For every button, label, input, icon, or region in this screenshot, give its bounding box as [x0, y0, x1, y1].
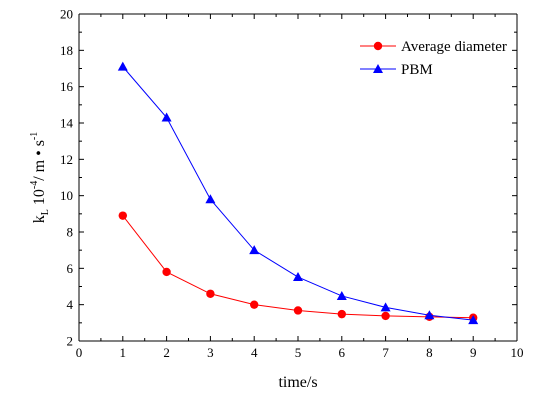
- y-tick-label: 16: [60, 79, 74, 94]
- y-tick-label: 10: [60, 188, 73, 203]
- x-tick-label: 1: [120, 345, 127, 360]
- x-tick-label: 7: [382, 345, 389, 360]
- y-axis-title-unit-exponent: -1: [29, 132, 40, 140]
- data-point: [162, 267, 171, 277]
- y-axis-title: kL 10-4/ m • s-1: [29, 132, 51, 224]
- y-axis-title-mid: 10: [31, 189, 48, 209]
- series-pbm: [117, 61, 479, 325]
- x-tick-label: 9: [470, 345, 477, 360]
- y-tick-label: 4: [67, 297, 74, 312]
- y-tick-label: 20: [60, 7, 73, 22]
- y-axis-title-exponent: -4: [29, 181, 40, 189]
- data-point: [293, 306, 303, 315]
- y-tick-label: 18: [60, 43, 73, 58]
- x-tick-label: 5: [295, 345, 302, 360]
- legend-marker-circle: [373, 41, 383, 51]
- data-point: [337, 309, 346, 319]
- x-tick-label: 8: [426, 345, 433, 360]
- legend-label: PBM: [401, 62, 433, 78]
- data-point: [205, 194, 216, 204]
- series-line: [122, 215, 474, 319]
- data-point: [250, 300, 259, 309]
- x-tick-label: 0: [76, 345, 83, 360]
- data-point: [336, 290, 347, 300]
- y-tick-label: 8: [67, 225, 74, 240]
- y-tick-label: 14: [60, 116, 74, 131]
- x-axis-title: time/s: [278, 374, 317, 391]
- y-tick-label: 2: [67, 334, 74, 349]
- series-line: [122, 66, 474, 321]
- series-average-diameter: [118, 211, 478, 322]
- x-tick-label: 2: [163, 345, 170, 360]
- legend-item-average-diameter: Average diameter: [360, 39, 507, 55]
- data-point: [424, 310, 435, 320]
- data-point: [381, 311, 390, 321]
- data-point: [468, 315, 479, 325]
- x-tick-label: 4: [251, 345, 258, 360]
- y-axis-title-unit: / m • s: [31, 140, 48, 181]
- series-layer: [117, 61, 479, 325]
- y-axis-title-subscript: L: [40, 209, 51, 215]
- x-tick-label: 10: [511, 345, 524, 360]
- data-point: [206, 289, 215, 298]
- legend-marker-triangle: [373, 64, 383, 73]
- legend-item-pbm: PBM: [360, 62, 433, 78]
- legend: Average diameter PBM: [360, 39, 507, 78]
- data-point: [118, 211, 128, 220]
- y-axis-title-prefix: k: [31, 215, 48, 223]
- y-tick-label: 12: [60, 152, 73, 167]
- x-tick-label: 3: [207, 345, 214, 360]
- data-point: [161, 112, 172, 122]
- y-tick-label: 6: [67, 261, 74, 276]
- legend-label: Average diameter: [401, 39, 507, 55]
- data-point: [293, 272, 303, 282]
- data-point: [249, 245, 260, 255]
- x-tick-label: 6: [339, 345, 346, 360]
- data-point: [380, 302, 391, 312]
- data-point: [117, 61, 128, 71]
